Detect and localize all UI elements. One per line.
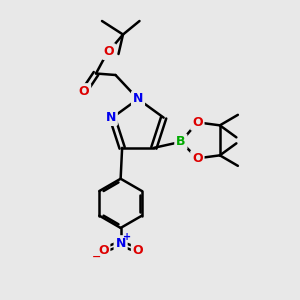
Text: −: −	[92, 252, 101, 262]
Text: O: O	[103, 45, 114, 58]
Text: O: O	[133, 244, 143, 256]
Text: N: N	[133, 92, 143, 106]
Text: O: O	[98, 244, 109, 256]
Text: O: O	[192, 152, 203, 165]
Text: N: N	[116, 237, 126, 250]
Text: O: O	[192, 116, 203, 129]
Text: O: O	[79, 85, 89, 98]
Text: +: +	[123, 232, 131, 242]
Text: N: N	[106, 111, 116, 124]
Text: B: B	[176, 135, 186, 148]
